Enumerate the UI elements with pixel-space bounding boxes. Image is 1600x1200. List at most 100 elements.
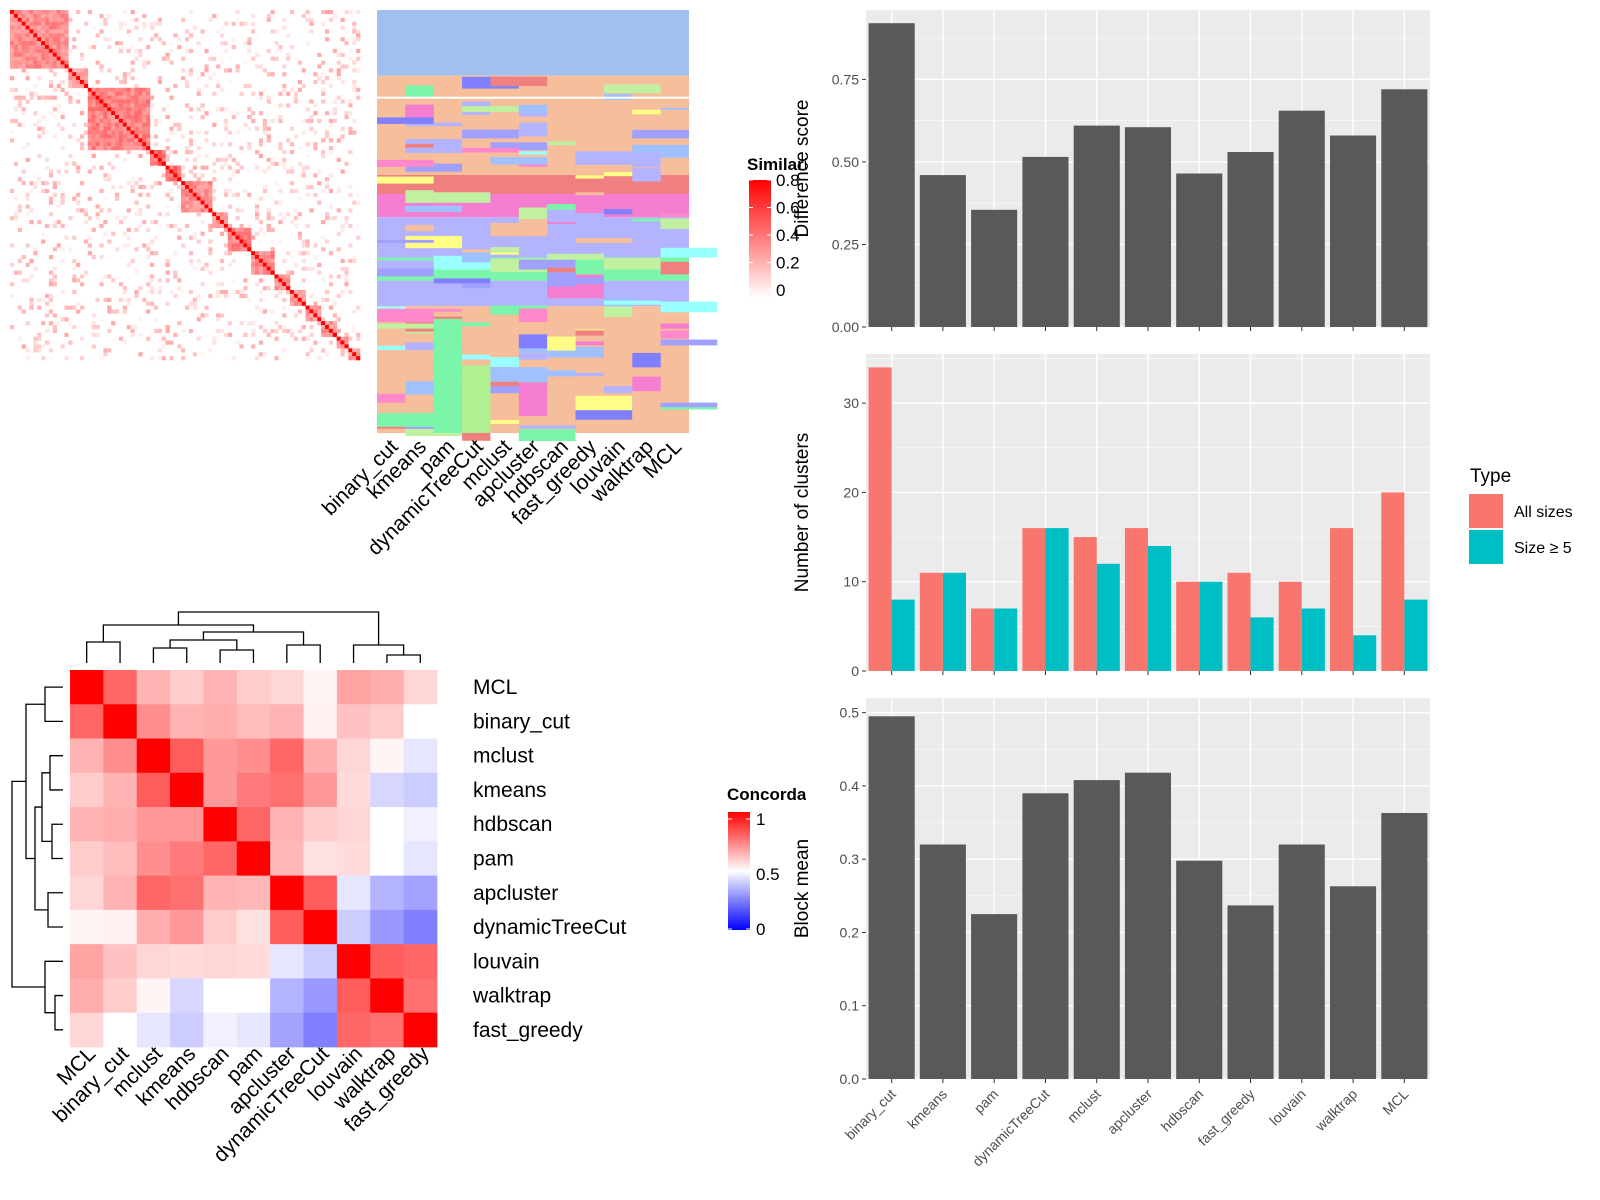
similarity-cell (99, 68, 104, 73)
concordance-cell (303, 704, 338, 739)
similarity-cell (196, 239, 201, 244)
concordance-cell (370, 841, 404, 877)
similarity-cell (21, 107, 26, 112)
similarity-cell (99, 115, 104, 120)
similarity-cell (41, 25, 46, 30)
similarity-cell (122, 103, 127, 108)
similarity-cell (122, 111, 127, 116)
similarity-cell (157, 290, 162, 295)
similarity-cell (80, 282, 85, 287)
similarity-cell (255, 231, 260, 236)
concordance-cell (203, 670, 238, 705)
similarity-cell (177, 177, 182, 182)
similarity-cell (216, 293, 221, 299)
similarity-cell (161, 173, 166, 178)
similarity-cell (25, 64, 30, 69)
similarity-cell (10, 29, 15, 34)
similarity-cell (68, 83, 73, 89)
similarity-cell (115, 142, 120, 147)
similarity-cell (52, 325, 57, 330)
similarity-cell (107, 134, 112, 139)
similarity-cell (290, 220, 295, 225)
membership-cell (490, 420, 519, 424)
similarity-cell (111, 99, 116, 104)
similarity-cell (286, 274, 291, 279)
similarity-cell (130, 146, 135, 151)
similarity-cell (25, 87, 30, 92)
similarity-cell (142, 220, 147, 225)
similarity-cell (309, 317, 314, 322)
similarity-cell (33, 122, 38, 127)
similarity-cell (134, 103, 139, 108)
similarity-cell (52, 13, 57, 19)
membership-cell (405, 309, 463, 312)
similarity-cell (212, 188, 217, 194)
similarity-cell (321, 328, 326, 334)
similarity-cell (270, 72, 275, 77)
similarity-cell (196, 293, 201, 299)
similarity-cell (118, 122, 124, 127)
similarity-cell (255, 29, 260, 34)
similarity-cell (64, 91, 69, 96)
similarity-cell (107, 111, 112, 116)
similarity-cell (25, 243, 30, 248)
similarity-cell (52, 10, 57, 15)
similarity-cell (45, 188, 50, 194)
similarity-cell (278, 188, 283, 194)
similarity-cell (146, 130, 151, 135)
row-dendrogram-branch (51, 823, 63, 860)
similarity-cell (266, 270, 271, 275)
similarity-cell (146, 282, 151, 287)
similarity-cell (192, 157, 197, 162)
similarity-cell (48, 10, 54, 15)
similarity-cell (258, 258, 264, 264)
concordance-cell (136, 909, 171, 945)
concordance-cell (203, 909, 238, 945)
similarity-cell (99, 282, 104, 287)
similarity-cell (130, 332, 135, 337)
similarity-cell (258, 239, 264, 244)
similarity-cell (200, 72, 205, 77)
similarity-cell (223, 29, 229, 34)
similarity-cell (142, 126, 147, 131)
similarity-cell (37, 305, 42, 310)
membership-cell (405, 205, 463, 213)
similarity-legend-title: Similarity (747, 155, 824, 174)
similarity-cell (181, 188, 186, 194)
similarity-cell (305, 142, 310, 147)
bar (1278, 844, 1325, 1079)
similarity-cell (274, 278, 279, 283)
similarity-cell (111, 146, 116, 151)
similarity-cell (134, 266, 139, 271)
similarity-cell (25, 48, 30, 54)
similarity-cell (286, 138, 291, 143)
similarity-cell (332, 48, 337, 54)
similarity-cell (321, 87, 326, 92)
similarity-cell (185, 83, 190, 89)
similarity-cell (37, 56, 42, 61)
membership-cell (377, 176, 434, 184)
similarity-cell (25, 52, 30, 57)
similarity-cell (356, 10, 361, 15)
bar (1301, 608, 1325, 671)
similarity-cell (247, 309, 252, 314)
similarity-cell (161, 41, 166, 46)
similarity-cell (41, 45, 46, 50)
concordance-cell (70, 704, 104, 739)
similarity-cell (134, 290, 139, 295)
similarity-cell (216, 107, 221, 112)
bar (1199, 581, 1223, 671)
similarity-cell (216, 328, 221, 334)
similarity-cell (332, 332, 337, 337)
similarity-cell (196, 181, 201, 186)
similarity-cell (146, 103, 151, 108)
similarity-cell (293, 290, 299, 295)
row-dendrogram-branch (49, 755, 63, 791)
similarity-cell (111, 118, 116, 124)
similarity-cell (118, 138, 124, 143)
similarity-cell (165, 262, 170, 267)
membership-cell (603, 300, 661, 305)
similarity-cell (25, 99, 30, 104)
similarity-cell (200, 188, 205, 194)
similarity-cell (80, 274, 85, 279)
